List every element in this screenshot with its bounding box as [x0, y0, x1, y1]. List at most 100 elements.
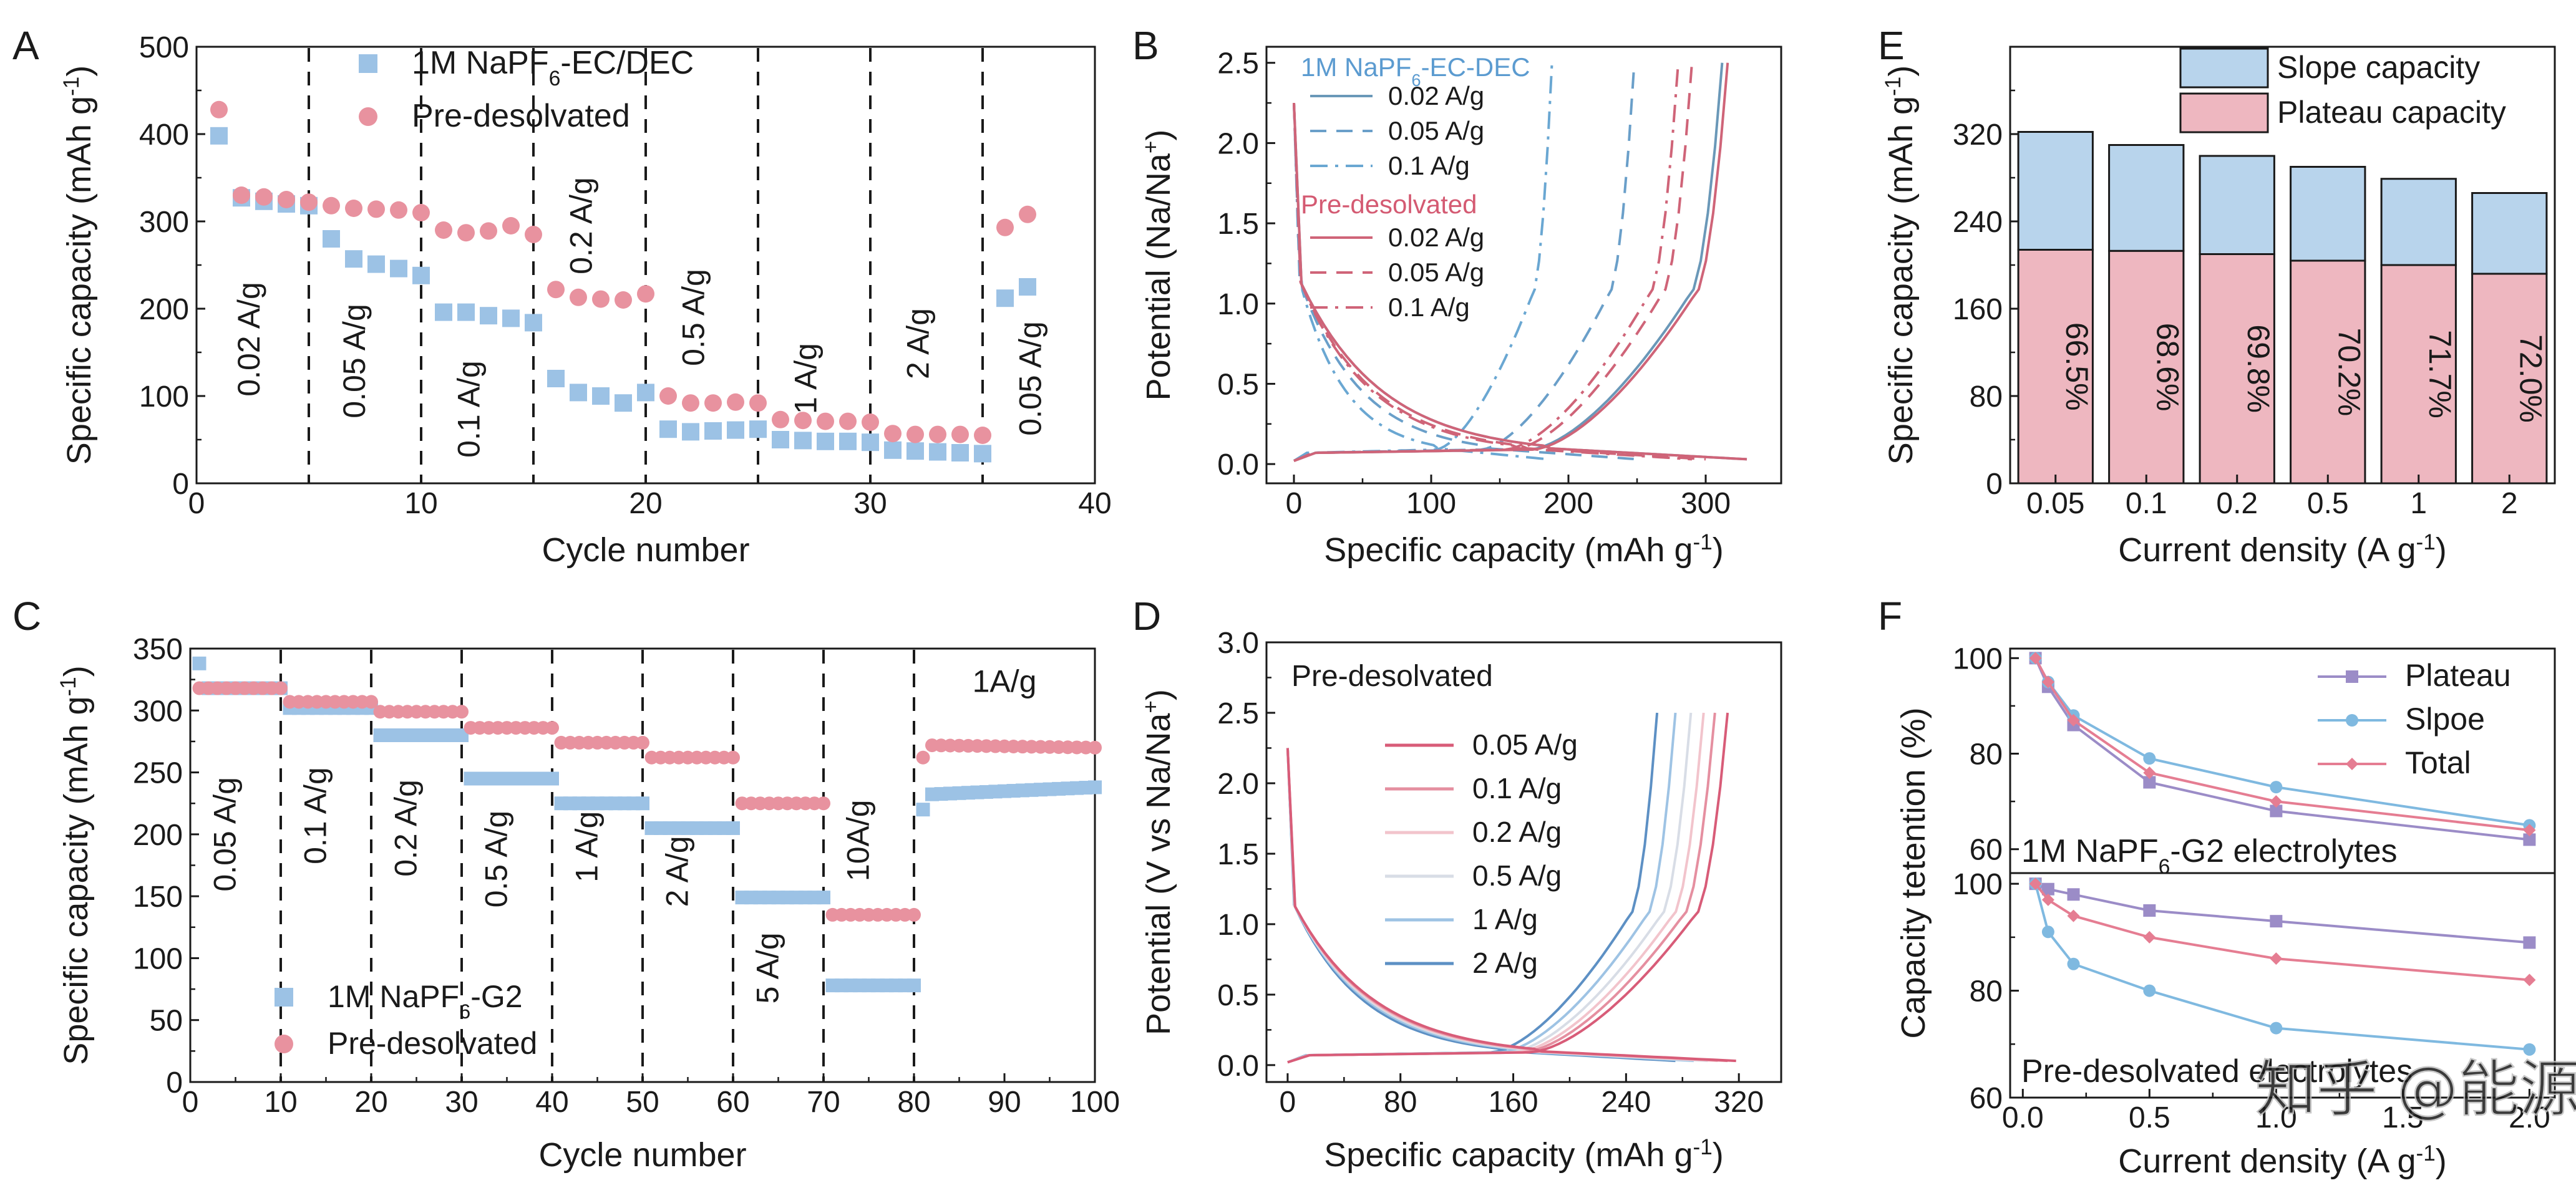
data-point [455, 728, 469, 742]
y-tick-label: 80 [1970, 380, 2003, 413]
legend-label: 0.1 A/g [1388, 292, 1470, 322]
panel-letter-a: A [12, 23, 39, 68]
data-point [547, 370, 565, 387]
data-point [323, 196, 340, 215]
data-point [682, 423, 699, 441]
legend-label: 0.02 A/g [1388, 81, 1484, 110]
data-point [545, 771, 559, 786]
data-point [839, 412, 857, 430]
legend-label: Slope capacity [2277, 50, 2480, 85]
charge-curve [1287, 712, 1729, 1064]
data-point [2143, 776, 2156, 789]
rate-label: 0.1 A/g [452, 360, 487, 458]
legend-label: Total [2405, 745, 2471, 780]
x-tick-label: 300 [1681, 487, 1731, 520]
legend-marker [2346, 714, 2358, 727]
rate-label: 0.5 A/g [676, 269, 711, 366]
data-point [2143, 752, 2156, 765]
data-point [2523, 833, 2536, 846]
legend-label: 0.02 A/g [1388, 223, 1484, 252]
data-point [367, 255, 385, 273]
y-tick-label: 100 [133, 942, 183, 975]
legend-label: 0.05 A/g [1388, 258, 1484, 287]
data-point [480, 307, 497, 325]
bar-plateau [2380, 264, 2457, 485]
panel-letter-d: D [1132, 594, 1161, 639]
legend-label: 0.5 A/g [1472, 859, 1562, 892]
rate-label: 0.02 A/g [231, 282, 266, 397]
y-tick-label: 50 [150, 1005, 183, 1038]
data-point [480, 222, 497, 240]
x-axis-label: Specific capacity (mAh g-1) [1324, 1135, 1723, 1174]
x-tick-label: 40 [535, 1086, 568, 1119]
data-point [929, 443, 946, 461]
panel-letter-b: B [1132, 23, 1159, 68]
x-tick-label: 20 [629, 487, 662, 520]
x-tick-label: 10 [404, 487, 437, 520]
legend-marker [275, 1035, 293, 1053]
data-point [749, 394, 767, 412]
data-point [323, 230, 340, 248]
data-point [457, 303, 475, 321]
data-point [862, 433, 879, 452]
legend-label: 1M NaPF6-G2 [328, 979, 523, 1023]
data-point [659, 387, 677, 405]
data-point [884, 441, 902, 459]
x-tick-label: 90 [988, 1086, 1021, 1119]
y-tick-label: 0.0 [1217, 448, 1259, 481]
legend-marker [359, 54, 377, 73]
x-tick-label: 0.1 [2126, 487, 2167, 520]
data-point [1088, 740, 1102, 755]
data-point [2067, 957, 2080, 970]
x-tick-label: 30 [853, 487, 887, 520]
rate-label: 0.05 A/g [208, 777, 243, 892]
plot-title: Pre-desolvated [1291, 660, 1493, 693]
data-point [636, 735, 649, 750]
data-point [636, 796, 649, 811]
data-point [2143, 984, 2156, 997]
data-point [951, 425, 969, 443]
legend-label: 2 A/g [1472, 947, 1538, 979]
panel-d: 0 80 160 240 320 0.0 0.5 1.0 1.5 2.0 2.5 3.0 Pre-des… [1139, 627, 1782, 1174]
data-point [2270, 1022, 2283, 1035]
data-point [2270, 952, 2283, 965]
y-axis-label: Specific capacity (mAh g-1) [1881, 65, 1920, 465]
plot-frame [1265, 46, 1782, 485]
x-tick-label: 80 [1384, 1086, 1417, 1119]
data-point [996, 289, 1014, 307]
data-point [2523, 973, 2536, 987]
y-tick-label: 1.5 [1217, 208, 1259, 241]
data-point [916, 803, 930, 817]
x-tick-label: 0.05 [2026, 487, 2084, 520]
y-tick-label: 320 [1953, 118, 2003, 152]
y-tick-label: 60 [1970, 1082, 2003, 1115]
rate-label: 5 A/g [751, 932, 785, 1003]
data-point [996, 218, 1014, 236]
data-point [210, 100, 228, 118]
panel-f: 60 80 100 1M NaPF6-G2 electrolytes 60 80 100 Pr… [1895, 642, 2556, 1180]
panel-letter-e: E [1878, 23, 1905, 68]
x-tick-label: 1 [2410, 487, 2427, 520]
x-tick-label: 1.5 [2382, 1101, 2424, 1134]
y-tick-label: 60 [1970, 834, 2003, 867]
rate-label: 2 A/g [901, 308, 936, 379]
data-point [255, 188, 273, 206]
x-tick-label: 320 [1714, 1086, 1764, 1119]
legend-label: Pre-desolvated [328, 1026, 537, 1061]
y-tick-label: 0.5 [1217, 979, 1259, 1012]
rate-label: 0.2 A/g [564, 177, 599, 274]
data-point [2067, 888, 2080, 901]
data-point [2523, 1043, 2536, 1056]
y-tick-label: 200 [133, 819, 183, 852]
data-point [2067, 713, 2080, 727]
y-tick-label: 0 [166, 1066, 183, 1099]
data-point [367, 200, 385, 218]
data-point [817, 891, 830, 905]
data-point [2270, 795, 2283, 808]
x-tick-label: 100 [1406, 487, 1456, 520]
y-tick-label: 3.0 [1217, 627, 1259, 660]
data-point [345, 200, 362, 217]
plot-frame [2009, 872, 2556, 1099]
